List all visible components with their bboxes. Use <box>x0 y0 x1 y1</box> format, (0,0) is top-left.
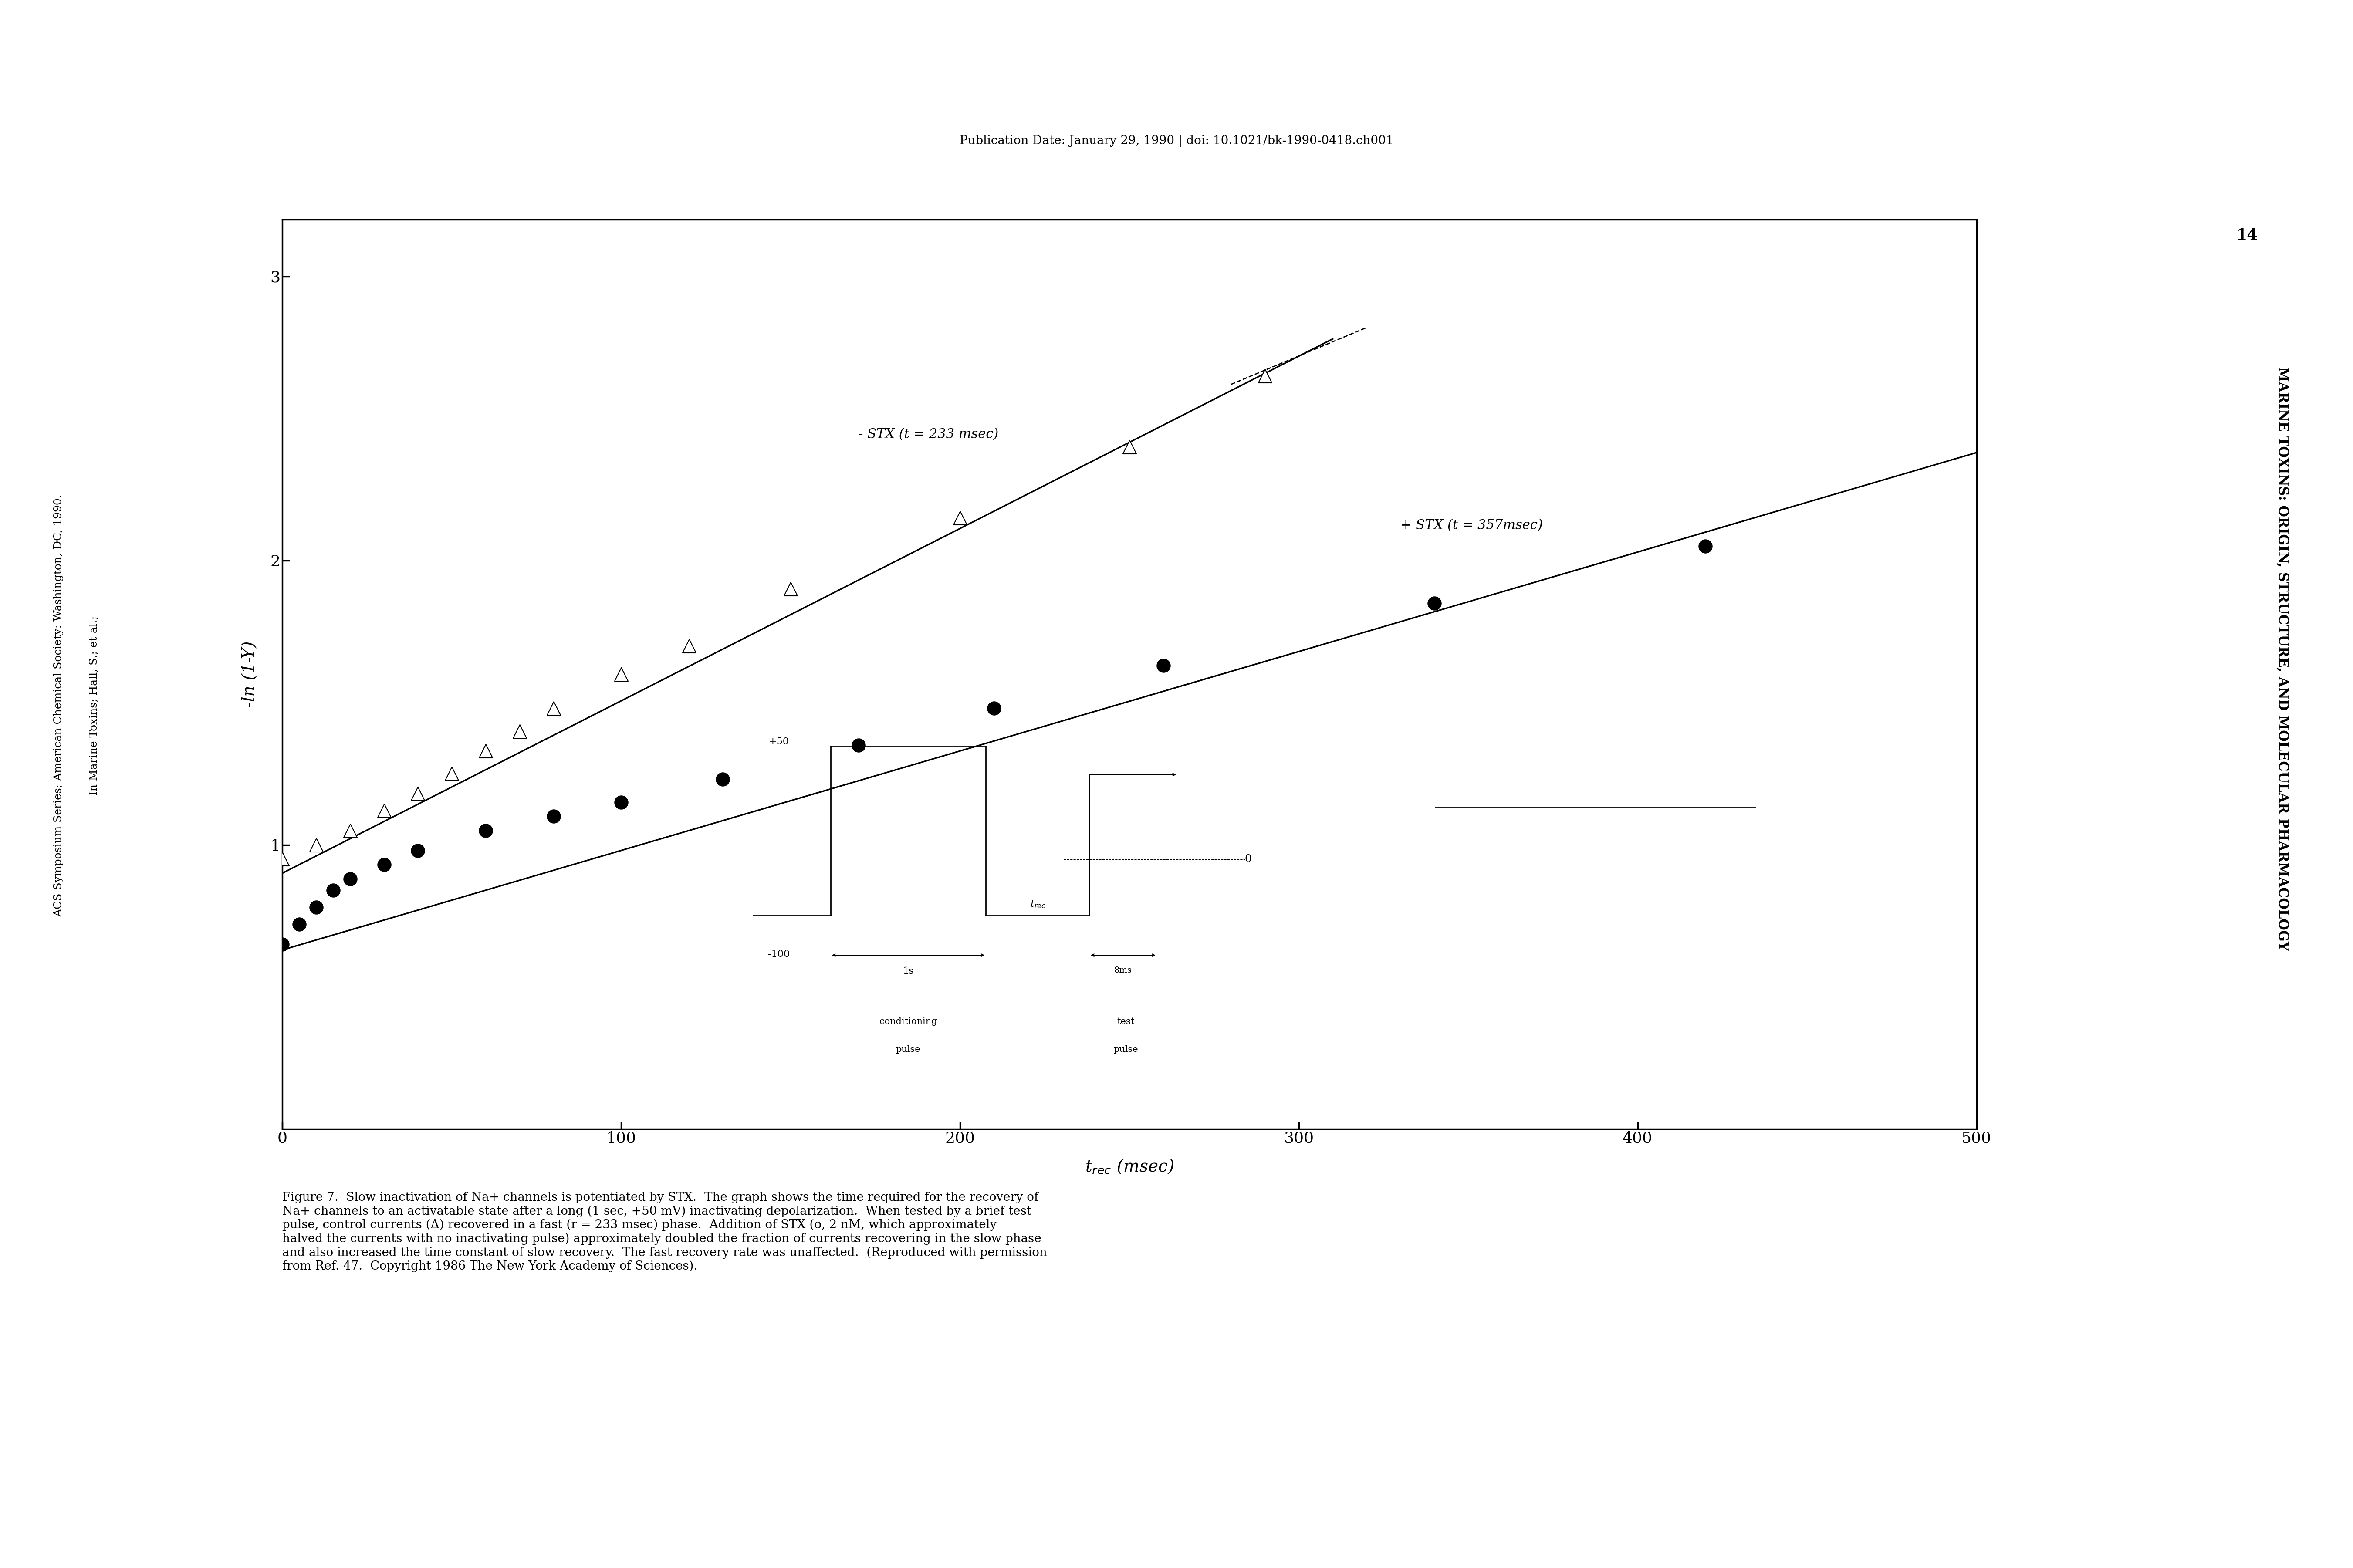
Point <box>433 760 471 786</box>
Point <box>974 696 1012 721</box>
Point <box>466 739 504 764</box>
Text: - STX (t = 233 msec): - STX (t = 233 msec) <box>859 428 998 441</box>
Text: t$_{rec}$: t$_{rec}$ <box>1031 900 1045 909</box>
Point <box>704 767 741 792</box>
Point <box>332 866 369 891</box>
Point <box>772 577 809 602</box>
Point <box>941 505 979 530</box>
Point <box>1111 434 1148 459</box>
Point <box>400 837 438 862</box>
Text: + STX (t = 357msec): + STX (t = 357msec) <box>1400 519 1544 532</box>
Point <box>280 911 318 936</box>
Text: Publication Date: January 29, 1990 | doi: 10.1021/bk-1990-0418.ch001: Publication Date: January 29, 1990 | doi… <box>960 135 1393 147</box>
Point <box>534 696 572 721</box>
Point <box>671 633 708 659</box>
Text: pulse: pulse <box>1113 1046 1139 1054</box>
Point <box>840 732 878 757</box>
Y-axis label: -ln (1-Y): -ln (1-Y) <box>242 641 259 707</box>
Text: +50: +50 <box>769 737 788 746</box>
Point <box>1687 533 1725 558</box>
Point <box>1417 591 1454 616</box>
Text: 14: 14 <box>2235 227 2259 243</box>
Point <box>501 718 539 743</box>
Text: -100: -100 <box>767 950 791 960</box>
Point <box>466 818 504 844</box>
Point <box>400 781 438 806</box>
Point <box>264 847 301 872</box>
Point <box>332 818 369 844</box>
Text: MARINE TOXINS: ORIGIN, STRUCTURE, AND MOLECULAR PHARMACOLOGY: MARINE TOXINS: ORIGIN, STRUCTURE, AND MO… <box>2275 367 2289 950</box>
Point <box>296 895 334 920</box>
Text: ACS Symposium Series; American Chemical Society: Washington, DC, 1990.: ACS Symposium Series; American Chemical … <box>54 494 64 917</box>
Point <box>296 833 334 858</box>
Text: test: test <box>1118 1018 1134 1025</box>
Point <box>315 878 353 903</box>
Text: 0: 0 <box>1245 855 1252 864</box>
Text: In Marine Toxins; Hall, S.; et al.;: In Marine Toxins; Hall, S.; et al.; <box>89 616 99 795</box>
Text: pulse: pulse <box>896 1046 920 1054</box>
Point <box>602 662 640 687</box>
Point <box>365 798 402 823</box>
Point <box>365 851 402 877</box>
Text: Figure 7.  Slow inactivation of Na+ channels is potentiated by STX.  The graph s: Figure 7. Slow inactivation of Na+ chann… <box>282 1192 1047 1272</box>
Point <box>1144 654 1181 679</box>
Point <box>534 804 572 829</box>
Text: conditioning: conditioning <box>880 1018 936 1025</box>
Text: 8ms: 8ms <box>1115 966 1132 974</box>
Text: 1s: 1s <box>904 966 913 977</box>
Point <box>602 790 640 815</box>
Point <box>1247 364 1285 389</box>
X-axis label: t$_{rec}$ (msec): t$_{rec}$ (msec) <box>1085 1159 1174 1176</box>
Point <box>264 931 301 956</box>
